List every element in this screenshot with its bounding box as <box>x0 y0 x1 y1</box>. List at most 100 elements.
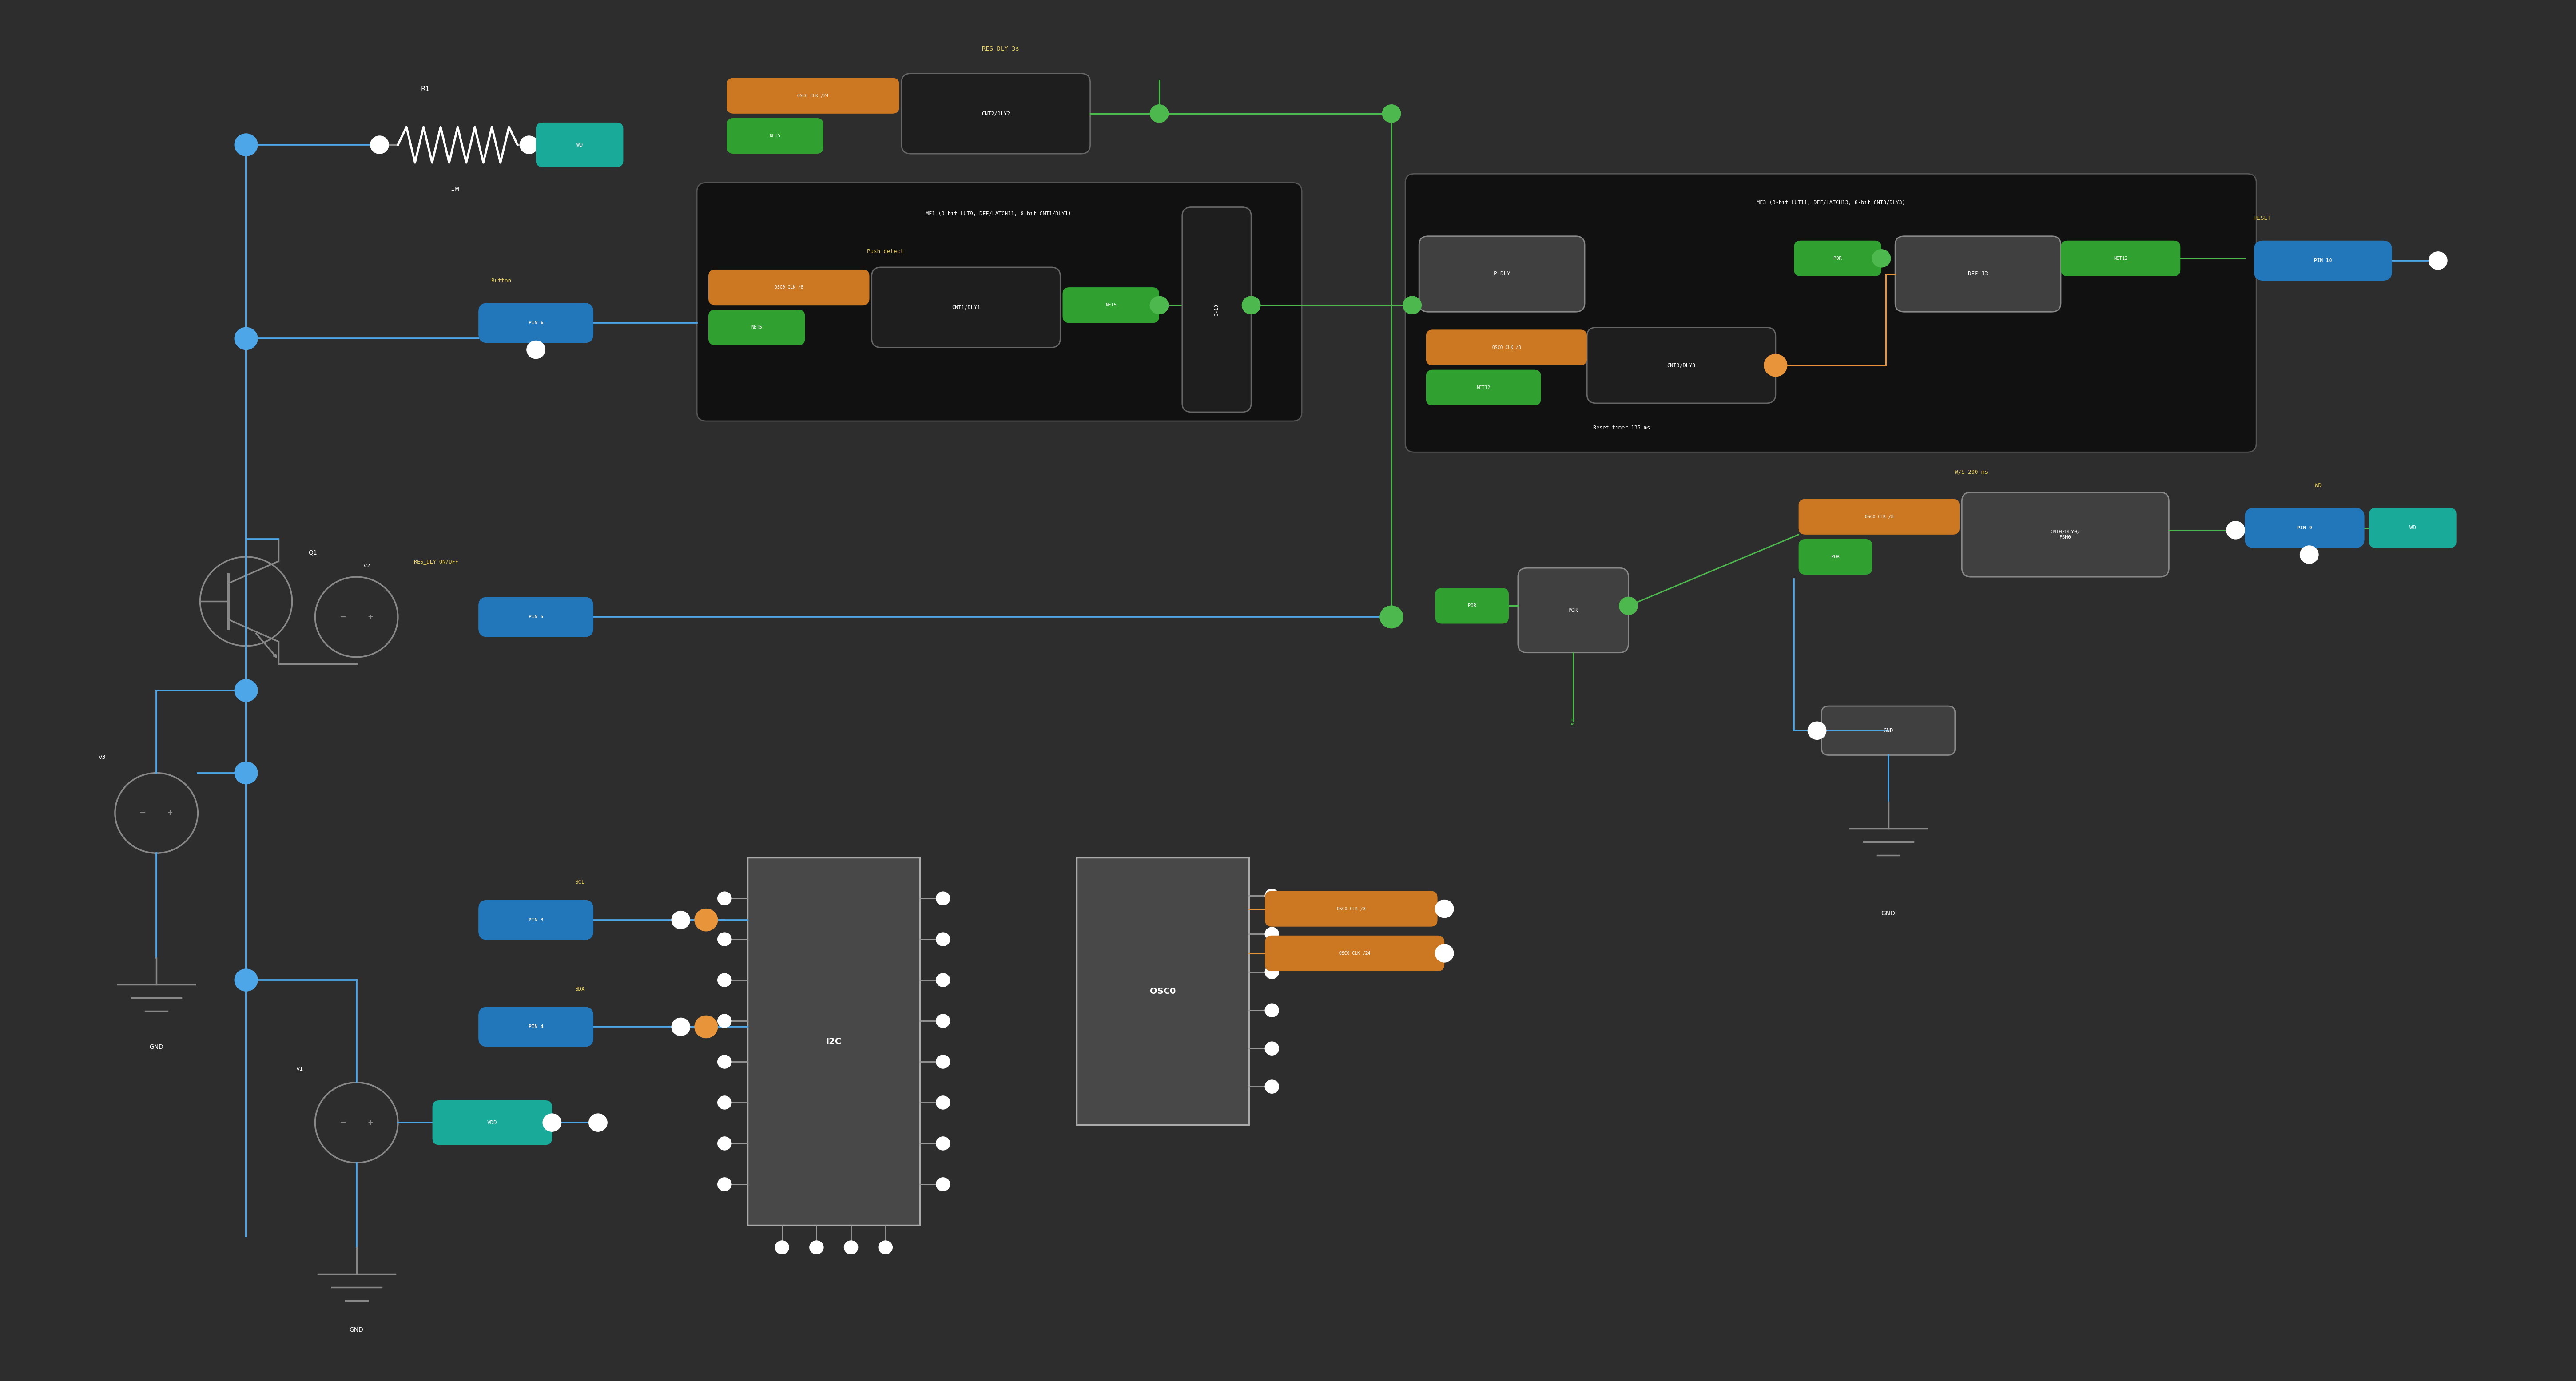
FancyBboxPatch shape <box>479 302 592 342</box>
Circle shape <box>845 1240 858 1254</box>
Text: GND: GND <box>350 1327 363 1333</box>
FancyBboxPatch shape <box>1427 370 1540 406</box>
Circle shape <box>775 1240 788 1254</box>
Text: NET5: NET5 <box>770 134 781 138</box>
Text: Button: Button <box>492 278 513 283</box>
Circle shape <box>878 1240 891 1254</box>
Text: SDA: SDA <box>574 986 585 992</box>
Circle shape <box>1404 297 1422 313</box>
Circle shape <box>719 1178 732 1190</box>
Text: DFF 13: DFF 13 <box>1968 271 1989 276</box>
Text: NET5: NET5 <box>752 325 762 330</box>
Circle shape <box>672 911 690 929</box>
FancyBboxPatch shape <box>1265 891 1437 927</box>
Circle shape <box>935 1097 951 1109</box>
Circle shape <box>1265 965 1278 979</box>
Text: OSC0 CLK /8: OSC0 CLK /8 <box>1337 906 1365 911</box>
Text: POR: POR <box>1468 603 1476 608</box>
Text: NET12: NET12 <box>1476 385 1492 389</box>
FancyBboxPatch shape <box>708 309 804 345</box>
Circle shape <box>590 1113 608 1131</box>
Text: PIN 3: PIN 3 <box>528 918 544 923</box>
Text: OSC0: OSC0 <box>1149 987 1175 996</box>
FancyBboxPatch shape <box>479 597 592 637</box>
FancyBboxPatch shape <box>1587 327 1775 403</box>
FancyBboxPatch shape <box>1517 568 1628 653</box>
Text: Reset timer 135 ms: Reset timer 135 ms <box>1592 425 1651 431</box>
Circle shape <box>935 1137 951 1150</box>
FancyBboxPatch shape <box>1793 240 1880 276</box>
Text: WD: WD <box>2409 525 2416 530</box>
Circle shape <box>1435 945 1453 963</box>
FancyBboxPatch shape <box>708 269 868 305</box>
FancyBboxPatch shape <box>902 73 1090 153</box>
Circle shape <box>1265 1004 1278 1016</box>
FancyBboxPatch shape <box>2061 240 2179 276</box>
Circle shape <box>935 932 951 946</box>
FancyBboxPatch shape <box>1406 174 2257 452</box>
Text: GND: GND <box>1880 910 1896 917</box>
FancyBboxPatch shape <box>479 900 592 940</box>
Text: +: + <box>368 1119 374 1126</box>
Circle shape <box>234 679 258 702</box>
FancyBboxPatch shape <box>1265 935 1445 971</box>
FancyBboxPatch shape <box>1896 236 2061 312</box>
Text: +: + <box>368 613 374 620</box>
Text: CNT2/DLY2: CNT2/DLY2 <box>981 110 1010 116</box>
Circle shape <box>1265 889 1278 902</box>
Circle shape <box>719 892 732 905</box>
Text: I2C: I2C <box>827 1037 842 1045</box>
Text: 3-19: 3-19 <box>1213 304 1218 316</box>
Text: OSC0 CLK /8: OSC0 CLK /8 <box>1492 345 1520 349</box>
Text: PIN 10: PIN 10 <box>2313 258 2331 262</box>
Circle shape <box>234 762 258 784</box>
Text: MF3 (3-bit LUT11, DFF/LATCH13, 8-bit CNT3/DLY3): MF3 (3-bit LUT11, DFF/LATCH13, 8-bit CNT… <box>1757 200 1906 206</box>
Circle shape <box>1265 1041 1278 1055</box>
Text: V3: V3 <box>98 754 106 760</box>
Circle shape <box>1265 927 1278 940</box>
Text: POR: POR <box>1571 717 1577 726</box>
Circle shape <box>696 909 719 931</box>
FancyBboxPatch shape <box>726 117 824 153</box>
Text: NET5: NET5 <box>1105 302 1115 308</box>
Circle shape <box>719 1055 732 1069</box>
Circle shape <box>526 341 546 359</box>
Circle shape <box>1265 1080 1278 1094</box>
Circle shape <box>1765 354 1788 377</box>
Text: MF1 (3-bit LUT9, DFF/LATCH11, 8-bit CNT1/DLY1): MF1 (3-bit LUT9, DFF/LATCH11, 8-bit CNT1… <box>925 211 1072 217</box>
FancyBboxPatch shape <box>2370 508 2458 548</box>
Text: V2: V2 <box>363 563 371 569</box>
Text: GND: GND <box>149 1044 162 1050</box>
FancyBboxPatch shape <box>479 1007 592 1047</box>
Text: NET12: NET12 <box>2115 255 2128 261</box>
FancyBboxPatch shape <box>698 182 1301 421</box>
Text: R1: R1 <box>420 86 430 93</box>
Text: OSC0 CLK /8: OSC0 CLK /8 <box>775 284 804 290</box>
Text: 1M: 1M <box>451 186 461 192</box>
FancyBboxPatch shape <box>1821 706 1955 755</box>
Text: PIN 6: PIN 6 <box>528 320 544 325</box>
FancyBboxPatch shape <box>1435 588 1510 624</box>
Text: GND: GND <box>1883 728 1893 733</box>
Circle shape <box>672 1018 690 1036</box>
Circle shape <box>1149 105 1170 123</box>
Circle shape <box>935 892 951 905</box>
Circle shape <box>1381 606 1404 628</box>
Circle shape <box>544 1113 562 1131</box>
Text: Push detect: Push detect <box>868 249 904 254</box>
Text: WD: WD <box>2316 483 2321 489</box>
Text: RES_DLY 3s: RES_DLY 3s <box>981 46 1020 52</box>
Text: +: + <box>167 809 173 816</box>
Circle shape <box>1873 250 1891 268</box>
Circle shape <box>719 1014 732 1027</box>
Text: OSC0 CLK /24: OSC0 CLK /24 <box>1340 952 1370 956</box>
Circle shape <box>719 1137 732 1150</box>
FancyBboxPatch shape <box>1419 236 1584 312</box>
FancyBboxPatch shape <box>1798 499 1960 534</box>
Text: W/S 200 ms: W/S 200 ms <box>1955 470 1989 475</box>
Text: RESET: RESET <box>2254 215 2269 221</box>
Circle shape <box>935 1178 951 1190</box>
Circle shape <box>935 1055 951 1069</box>
Bar <box>1077 858 1249 1126</box>
Text: −: − <box>139 809 147 818</box>
